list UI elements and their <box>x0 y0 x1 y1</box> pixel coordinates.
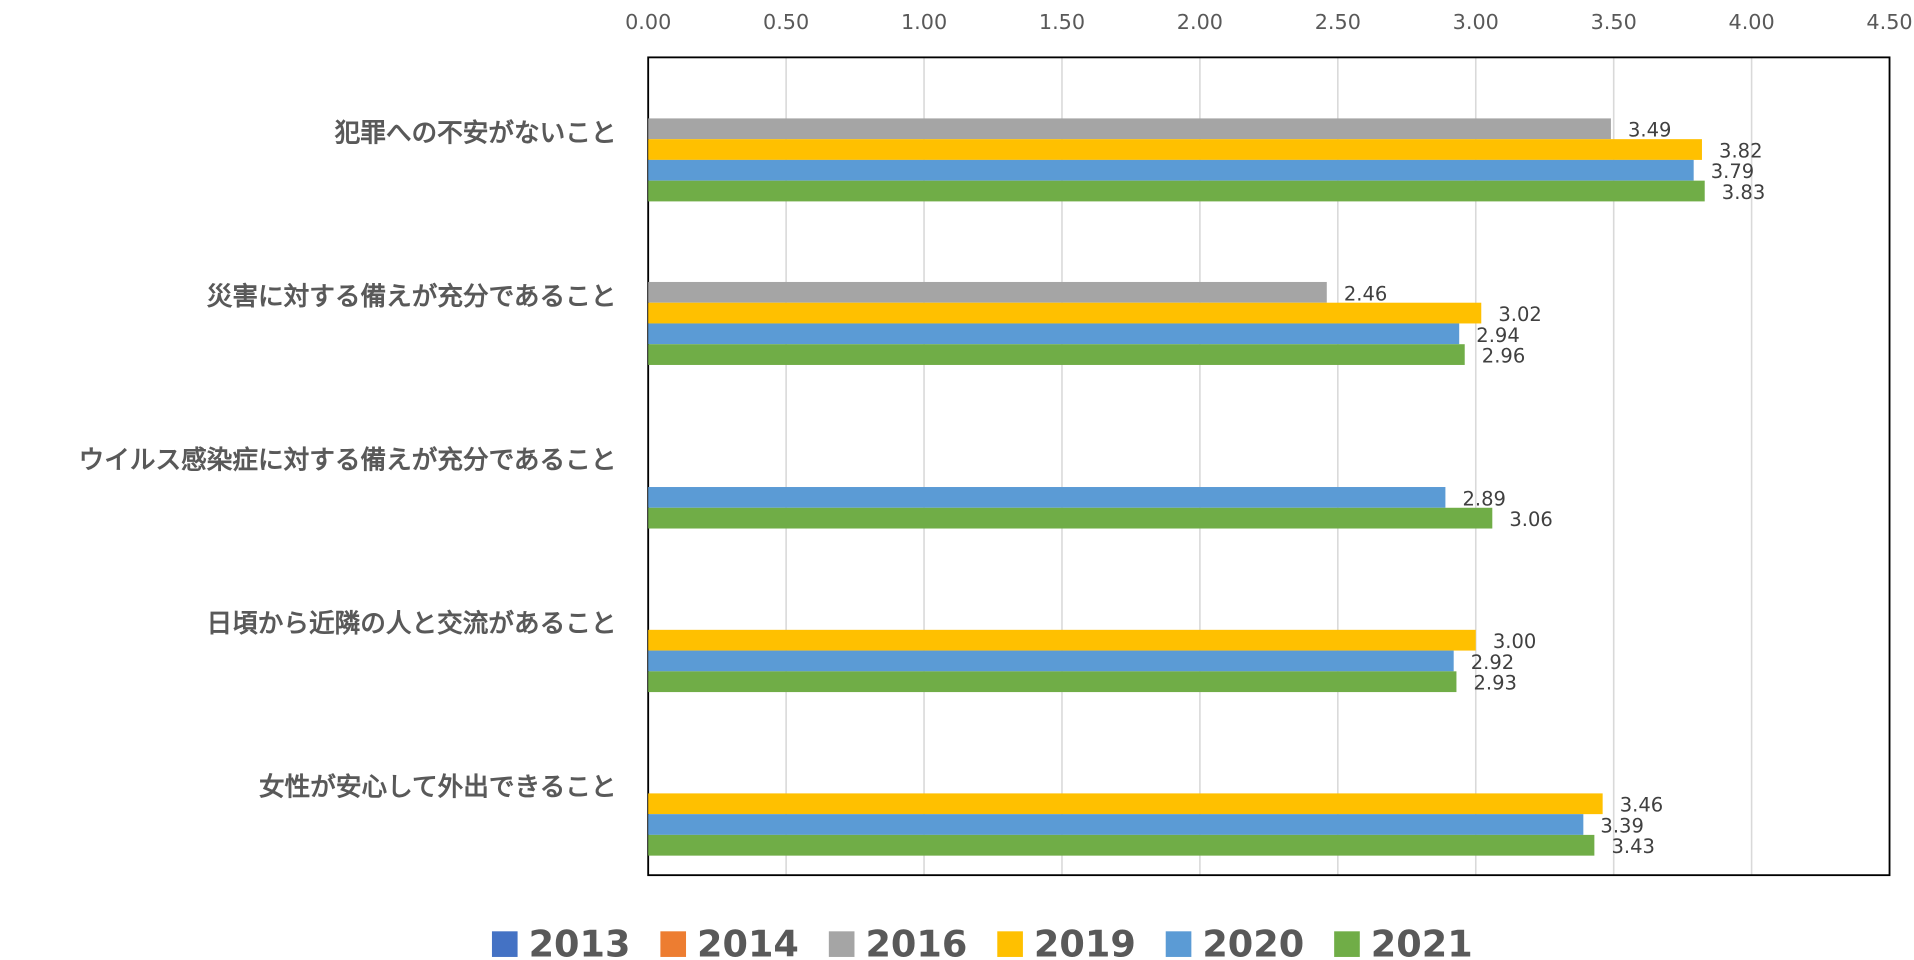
data-label: 3.39 <box>1600 814 1643 837</box>
legend-swatch <box>491 931 518 957</box>
plot-border <box>647 56 1891 877</box>
legend-swatch <box>1165 931 1192 957</box>
bar <box>648 159 1694 181</box>
bar <box>648 487 1446 508</box>
x-tick-label: 3.50 <box>1591 10 1637 34</box>
bar <box>648 814 1584 835</box>
bar <box>648 629 1476 651</box>
legend-swatch <box>1334 931 1360 957</box>
bar <box>648 302 1482 324</box>
data-label: 3.00 <box>1493 630 1536 653</box>
data-label: 3.79 <box>1711 160 1754 183</box>
category-label: 犯罪への不安がないこと <box>334 117 617 148</box>
data-label: 3.02 <box>1498 303 1541 326</box>
bar <box>648 344 1465 365</box>
data-label: 3.46 <box>1620 794 1663 817</box>
x-tick-label: 4.50 <box>1866 10 1912 34</box>
legend-swatch <box>828 931 855 957</box>
legend-swatch <box>997 931 1023 957</box>
x-tick-label: 4.00 <box>1729 10 1775 34</box>
x-tick-label: 2.00 <box>1177 10 1223 34</box>
category-label: 災害に対する備えが充分であること <box>207 281 617 312</box>
data-label: 2.89 <box>1462 487 1505 510</box>
x-tick-label: 1.00 <box>901 10 947 34</box>
bar <box>648 139 1702 160</box>
x-tick-label: 3.00 <box>1453 10 1499 34</box>
bar <box>648 323 1460 345</box>
legend-swatch <box>660 931 687 957</box>
bar <box>648 180 1705 202</box>
legend-label: 2021 <box>1371 922 1473 960</box>
bar <box>648 281 1327 303</box>
legend-label: 2020 <box>1202 922 1304 960</box>
data-label: 2.96 <box>1482 345 1525 368</box>
legend-label: 2013 <box>529 922 631 960</box>
data-label: 3.43 <box>1611 835 1654 858</box>
data-label: 3.82 <box>1719 139 1762 162</box>
data-label: 3.06 <box>1509 508 1552 531</box>
x-tick-label: 0.50 <box>763 10 809 34</box>
category-label: ウイルス感染症に対する備えが充分であること <box>79 444 617 475</box>
x-tick-label: 0.00 <box>625 10 671 34</box>
data-label: 2.46 <box>1344 282 1387 305</box>
x-tick-label: 2.50 <box>1315 10 1361 34</box>
x-tick-label: 1.50 <box>1039 10 1085 34</box>
category-label: 日頃から近隣の人と交流があること <box>206 608 616 639</box>
bar <box>648 650 1454 672</box>
data-label: 2.93 <box>1474 672 1517 695</box>
bar <box>648 507 1493 529</box>
data-label: 2.92 <box>1471 651 1514 674</box>
bar <box>648 793 1603 815</box>
data-label: 3.83 <box>1722 181 1765 204</box>
bar <box>648 118 1611 140</box>
data-label: 2.94 <box>1476 324 1519 347</box>
legend-label: 2019 <box>1034 922 1136 960</box>
legend-label: 2014 <box>697 922 799 960</box>
data-label: 3.49 <box>1628 119 1671 142</box>
bar <box>648 671 1457 693</box>
category-label: 女性が安心して外出できること <box>259 772 616 803</box>
legend-label: 2016 <box>865 922 967 960</box>
bar <box>648 834 1595 856</box>
